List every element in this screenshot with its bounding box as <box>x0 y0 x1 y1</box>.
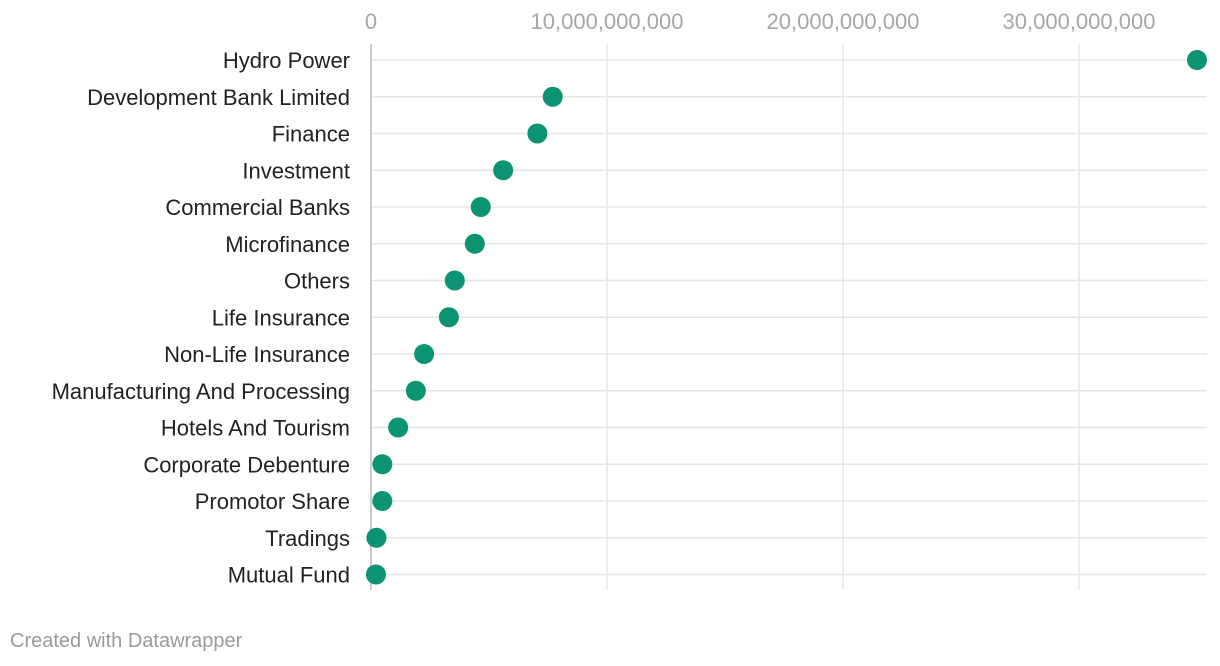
data-point[interactable] <box>464 233 485 254</box>
category-label: Microfinance <box>225 232 350 257</box>
category-label: Finance <box>272 122 350 147</box>
data-point[interactable] <box>542 86 563 107</box>
data-point[interactable] <box>414 344 435 364</box>
category-label: Tradings <box>265 526 350 551</box>
data-point[interactable] <box>470 197 491 217</box>
category-label: Corporate Debenture <box>143 452 350 477</box>
category-label: Hydro Power <box>223 48 350 73</box>
x-tick-label: 0 <box>365 9 377 34</box>
category-label: Development Bank Limited <box>87 85 350 110</box>
data-point[interactable] <box>1187 50 1207 70</box>
data-point[interactable] <box>365 564 386 585</box>
category-label: Manufacturing And Processing <box>52 379 350 404</box>
category-rows: Hydro Power Development Bank Limited Finan… <box>52 48 350 588</box>
data-point[interactable] <box>388 417 409 438</box>
data-point[interactable] <box>493 160 514 181</box>
data-point[interactable] <box>438 307 459 328</box>
category-label: Promotor Share <box>195 489 350 514</box>
category-label: Mutual Fund <box>228 563 350 588</box>
category-label: Hotels And Tourism <box>161 416 350 441</box>
data-point[interactable] <box>405 380 426 401</box>
data-point[interactable] <box>366 527 387 548</box>
x-tick-labels: 0 10,000,000,000 20,000,000,000 30,000,000,… <box>365 9 1156 34</box>
datawrapper-credit: Created with Datawrapper <box>10 630 243 652</box>
grid-layer <box>370 44 1207 590</box>
data-point[interactable] <box>527 123 548 144</box>
category-label: Investment <box>242 158 350 183</box>
data-point[interactable] <box>372 491 393 511</box>
category-label: Others <box>284 269 350 294</box>
data-point[interactable] <box>372 454 393 475</box>
category-label: Commercial Banks <box>165 195 350 220</box>
x-tick-label: 10,000,000,000 <box>531 9 684 34</box>
data-point[interactable] <box>444 270 465 291</box>
x-tick-label: 20,000,000,000 <box>767 9 920 34</box>
dot-plot-chart: 0 10,000,000,000 20,000,000,000 30,000,000,… <box>52 9 1207 590</box>
category-label: Life Insurance <box>212 305 350 330</box>
category-label: Non-Life Insurance <box>164 342 350 367</box>
x-tick-label: 30,000,000,000 <box>1003 9 1156 34</box>
data-points <box>365 50 1207 585</box>
